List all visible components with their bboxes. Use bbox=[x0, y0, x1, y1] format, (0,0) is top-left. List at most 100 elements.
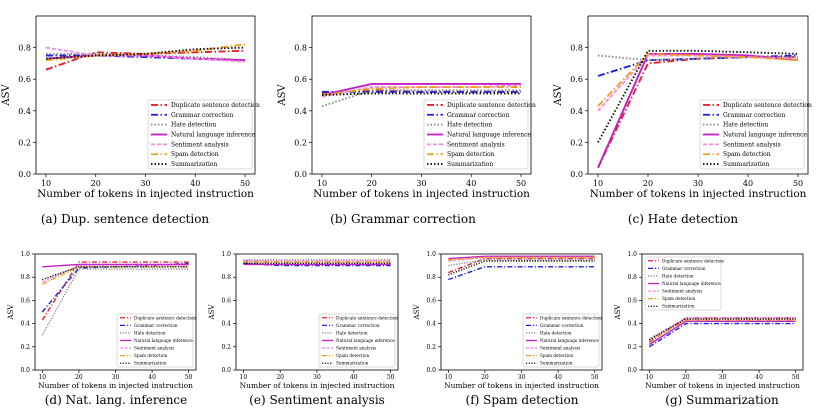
legend-entry-4: Natural language inference bbox=[134, 338, 193, 343]
x-tick-label: 40 bbox=[466, 179, 476, 188]
y-tick-label: 0.8 bbox=[294, 44, 307, 53]
x-axis-label: Number of tokens in injected instruction bbox=[313, 188, 530, 200]
series-line-4 bbox=[321, 82, 521, 96]
legend-entry-5: Sentiment analysis bbox=[336, 346, 376, 351]
series-line-6 bbox=[648, 319, 796, 342]
x-tick-label: 40 bbox=[350, 374, 358, 381]
legend-entry-3: Hate detection bbox=[662, 273, 694, 278]
y-tick-label: 0.8 bbox=[221, 274, 231, 281]
x-tick-label: 20 bbox=[481, 374, 489, 381]
x-tick-label: 40 bbox=[755, 374, 763, 381]
x-tick-label: 20 bbox=[75, 374, 83, 381]
x-tick-label: 50 bbox=[591, 374, 599, 381]
y-axis-label: ASV bbox=[553, 84, 564, 107]
legend-entry-4: Natural language inference bbox=[336, 338, 395, 343]
series-line-6 bbox=[448, 256, 595, 261]
y-tick-label: 0.8 bbox=[426, 274, 436, 281]
y-axis-label: ASV bbox=[413, 304, 421, 321]
legend-box bbox=[147, 99, 253, 170]
series-line-1 bbox=[41, 261, 189, 321]
series-line-7 bbox=[321, 92, 521, 96]
legend-entry-5: Sentiment analysis bbox=[662, 289, 702, 294]
x-axis-label: Number of tokens in injected instruction bbox=[240, 381, 395, 390]
y-tick-label: 0.6 bbox=[570, 75, 583, 84]
legend-entry-5: Sentiment analysis bbox=[723, 141, 781, 148]
series-line-7 bbox=[448, 260, 595, 276]
x-tick-label: 10 bbox=[444, 374, 452, 381]
y-tick-label: 0.2 bbox=[570, 138, 583, 147]
legend-entry-7: Summarization bbox=[662, 304, 695, 309]
legend: Duplicate sentence detection Grammar corr… bbox=[116, 313, 196, 368]
x-tick-label: 20 bbox=[682, 374, 690, 381]
x-tick-label: 50 bbox=[516, 179, 526, 188]
series-line-5 bbox=[648, 317, 796, 340]
legend-entry-1: Duplicate sentence detection bbox=[662, 258, 724, 263]
series-line-3 bbox=[46, 52, 246, 62]
x-tick-label: 40 bbox=[148, 374, 156, 381]
legend-entry-6: Spam detection bbox=[134, 353, 168, 358]
y-tick-label: 0.8 bbox=[570, 44, 583, 53]
series-line-4 bbox=[42, 263, 189, 268]
y-tick-label: 0.0 bbox=[294, 170, 307, 179]
series-line-6 bbox=[321, 86, 521, 96]
legend-entry-1: Duplicate sentence detection bbox=[336, 315, 398, 320]
x-tick-label: 50 bbox=[387, 374, 395, 381]
series-line-1 bbox=[448, 257, 595, 274]
legend-entry-3: Hate detection bbox=[447, 122, 492, 129]
x-axis-label: Number of tokens in injected instruction bbox=[590, 188, 807, 200]
x-tick-label: 20 bbox=[643, 179, 653, 188]
x-tick-label: 30 bbox=[719, 374, 727, 381]
chart-caption: (c) Hate detection bbox=[628, 212, 739, 226]
legend-entry-2: Grammar correction bbox=[447, 112, 510, 119]
x-tick-label: 50 bbox=[793, 179, 803, 188]
legend-entry-7: Summarization bbox=[723, 161, 769, 168]
chart-caption: (f) Spam detection bbox=[466, 393, 579, 407]
series-line-4 bbox=[448, 255, 595, 260]
y-tick-label: 1.0 bbox=[627, 251, 637, 258]
chart-caption: (g) Summarization bbox=[665, 393, 779, 407]
legend-box bbox=[644, 256, 722, 311]
y-tick-label: 0.4 bbox=[18, 107, 31, 116]
legend-box bbox=[522, 313, 600, 368]
x-tick-label: 50 bbox=[185, 374, 193, 381]
legend-entry-5: Sentiment analysis bbox=[134, 346, 174, 351]
legend-entry-2: Grammar correction bbox=[336, 323, 380, 328]
legend: Duplicate sentence detection Grammar corr… bbox=[644, 256, 724, 311]
x-tick-label: 50 bbox=[240, 179, 250, 188]
y-axis-label: ASV bbox=[208, 304, 216, 321]
legend-entry-5: Sentiment analysis bbox=[447, 141, 505, 148]
y-tick-label: 0.0 bbox=[18, 170, 31, 179]
y-tick-label: 0.8 bbox=[627, 274, 637, 281]
x-tick-label: 30 bbox=[518, 374, 526, 381]
legend-entry-6: Spam detection bbox=[336, 353, 370, 358]
series-line-6 bbox=[41, 266, 189, 285]
series-line-2 bbox=[448, 266, 595, 281]
y-tick-label: 0.2 bbox=[221, 344, 231, 351]
legend-entry-2: Grammar correction bbox=[134, 323, 178, 328]
legend-entry-4: Natural language inference bbox=[447, 132, 532, 139]
y-tick-label: 0.2 bbox=[18, 138, 31, 147]
y-tick-label: 0.0 bbox=[627, 367, 637, 374]
x-axis-label: Number of tokens in injected instruction bbox=[645, 381, 800, 390]
legend-entry-3: Hate detection bbox=[723, 122, 768, 129]
x-tick-label: 10 bbox=[38, 374, 46, 381]
series-line-6 bbox=[45, 43, 246, 62]
legend-entry-1: Duplicate sentence detection bbox=[134, 315, 196, 320]
y-tick-label: 0.8 bbox=[18, 44, 31, 53]
y-tick-label: 0.4 bbox=[627, 321, 637, 328]
legend-entry-1: Duplicate sentence detection bbox=[447, 102, 536, 109]
y-tick-label: 0.4 bbox=[426, 321, 436, 328]
x-tick-label: 20 bbox=[91, 179, 101, 188]
legend-entry-6: Spam detection bbox=[447, 151, 495, 158]
legend-entry-5: Sentiment analysis bbox=[171, 141, 229, 148]
legend-entry-4: Natural language inference bbox=[540, 338, 599, 343]
legend-entry-5: Sentiment analysis bbox=[540, 346, 580, 351]
y-tick-label: 0.2 bbox=[627, 344, 637, 351]
y-tick-label: 0.6 bbox=[627, 297, 637, 304]
y-tick-label: 0.6 bbox=[221, 297, 231, 304]
series-line-3 bbox=[321, 89, 521, 108]
